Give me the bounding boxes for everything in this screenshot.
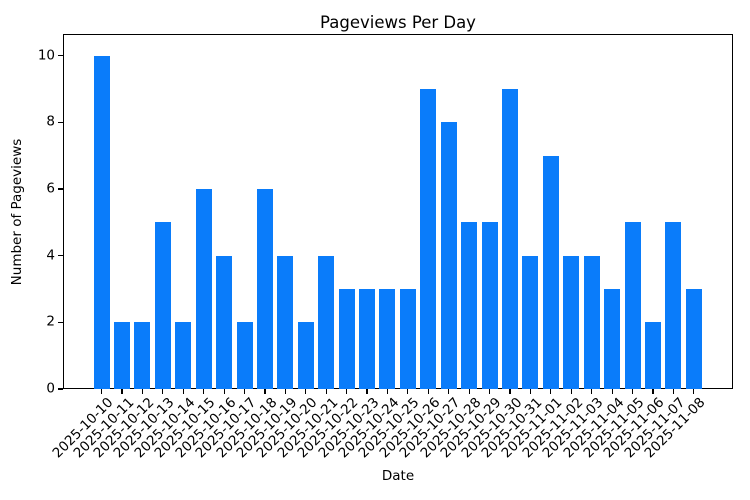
bar-2025-10-10 (93, 55, 110, 389)
bar-2025-10-13 (154, 222, 171, 389)
bar-2025-11-01 (542, 155, 559, 389)
x-tick (223, 389, 225, 394)
x-tick (488, 389, 491, 394)
bar-2025-10-25 (399, 289, 416, 389)
y-tick-label: 6 (46, 180, 55, 197)
y-tick (58, 188, 63, 190)
x-tick (386, 389, 389, 394)
bar-2025-11-07 (665, 222, 682, 389)
x-tick (243, 389, 246, 394)
bar-2025-10-23 (359, 289, 376, 389)
y-tick (58, 121, 63, 123)
x-tick (162, 389, 164, 394)
x-tick (284, 389, 286, 394)
y-tick-label: 0 (46, 380, 55, 397)
bar-2025-10-26 (420, 89, 437, 389)
x-tick (448, 389, 450, 394)
bar-2025-10-27 (440, 122, 457, 389)
x-tick (591, 389, 593, 394)
y-tick-label: 4 (46, 246, 55, 263)
x-tick (693, 389, 695, 394)
bar-2025-10-19 (277, 255, 294, 389)
bar-2025-11-02 (563, 255, 580, 389)
x-tick (141, 389, 144, 394)
bar-2025-11-04 (604, 289, 621, 389)
y-tick-label: 2 (46, 313, 55, 330)
x-tick (631, 389, 634, 394)
x-tick (672, 389, 674, 394)
x-tick (407, 389, 409, 394)
x-tick (570, 389, 572, 394)
x-tick (346, 389, 348, 394)
x-tick (264, 389, 266, 394)
x-tick (325, 389, 327, 394)
bar-2025-10-16 (216, 255, 233, 389)
bar-2025-11-08 (685, 289, 702, 389)
bar-2025-10-12 (134, 322, 151, 389)
bar-2025-11-06 (644, 322, 661, 389)
y-tick-label: 10 (37, 46, 55, 63)
y-axis-label: Number of Pageviews (9, 138, 25, 286)
x-tick (182, 389, 184, 394)
x-tick (652, 389, 654, 394)
y-tick (58, 321, 63, 323)
bar-2025-10-22 (338, 289, 355, 389)
y-tick (58, 388, 63, 390)
bar-2025-10-24 (379, 289, 396, 389)
x-tick (509, 389, 511, 394)
x-tick (366, 389, 368, 394)
bar-2025-10-21 (318, 255, 335, 389)
y-tick (58, 255, 63, 257)
bar-2025-10-28 (461, 222, 478, 389)
plot-area (63, 34, 733, 389)
x-tick (101, 389, 103, 394)
x-tick (611, 389, 613, 394)
x-tick (305, 389, 307, 394)
x-tick (468, 389, 470, 394)
x-tick (529, 389, 531, 394)
bar-2025-10-11 (114, 322, 131, 389)
chart-title: Pageviews Per Day (320, 13, 476, 32)
x-tick (427, 389, 429, 394)
bar-2025-10-15 (195, 189, 212, 389)
x-tick (121, 389, 123, 394)
bar-2025-10-29 (481, 222, 498, 389)
bar-2025-10-14 (175, 322, 192, 389)
x-tick (550, 389, 552, 394)
bar-2025-10-30 (502, 89, 518, 389)
bar-2025-10-17 (236, 322, 253, 389)
y-tick (58, 55, 63, 57)
bar-2025-10-18 (256, 189, 273, 389)
x-axis-label: Date (381, 468, 415, 484)
bar-2025-11-03 (583, 255, 600, 389)
bar-2025-10-20 (297, 322, 314, 389)
x-tick (203, 389, 205, 394)
bar-2025-11-05 (624, 222, 641, 389)
y-tick-label: 8 (46, 113, 55, 130)
bar-2025-10-31 (522, 255, 539, 389)
